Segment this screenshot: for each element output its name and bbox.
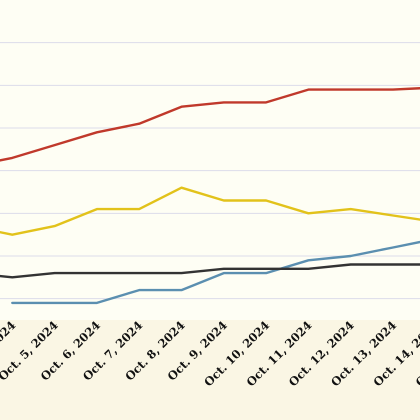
series-line-4 [0,263,420,279]
gridlines [0,42,420,300]
series-group [0,87,420,305]
series-line-3 [11,240,420,305]
plot-area [0,0,420,320]
series-line-2 [0,186,420,236]
series-line-1 [0,87,420,162]
